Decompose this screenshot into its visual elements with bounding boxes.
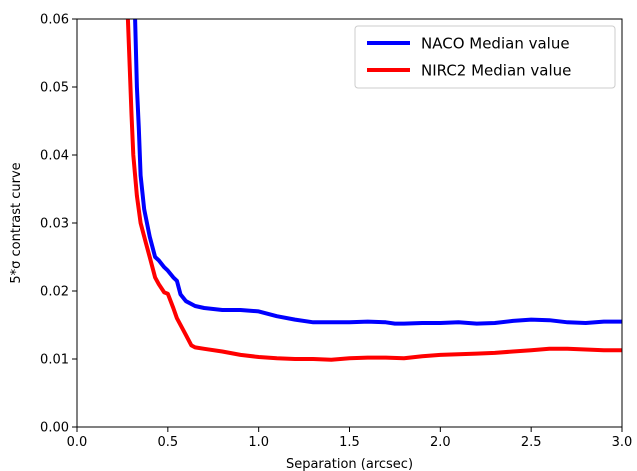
y-axis: 0.00 0.01 0.02 0.03 0.04 0.05 0.06: [40, 13, 77, 436]
x-tick-label: 3.0: [612, 435, 633, 450]
y-tick-label: 0.05: [40, 81, 69, 96]
x-tick-label: 0.5: [157, 435, 178, 450]
series-group: [125, 19, 622, 362]
y-tick-label: 0.06: [40, 13, 69, 28]
y-tick-label: 0.02: [40, 285, 69, 300]
x-axis-label: Separation (arcsec): [286, 457, 413, 471]
series-line-nirc2: [125, 19, 622, 362]
y-tick-label: 0.01: [40, 353, 69, 368]
x-tick-label: 2.0: [430, 435, 451, 450]
legend-box: [354, 25, 616, 89]
legend: NACO Median value NIRC2 Median value: [354, 25, 616, 89]
legend-label-nirc2: NIRC2 Median value: [421, 62, 571, 80]
series-line-naco: [133, 19, 622, 326]
legend-label-naco: NACO Median value: [421, 35, 570, 53]
x-tick-label: 1.5: [339, 435, 360, 450]
y-tick-label: 0.03: [40, 217, 69, 232]
x-tick-label: 1.0: [248, 435, 269, 450]
x-axis: 0.0 0.5 1.0 1.5 2.0 2.5 3.0: [67, 427, 633, 450]
y-tick-label: 0.00: [40, 421, 69, 436]
y-tick-label: 0.04: [40, 149, 69, 164]
x-tick-label: 0.0: [67, 435, 88, 450]
x-tick-label: 2.5: [521, 435, 542, 450]
y-axis-label: 5*σ contrast curve: [9, 162, 24, 283]
